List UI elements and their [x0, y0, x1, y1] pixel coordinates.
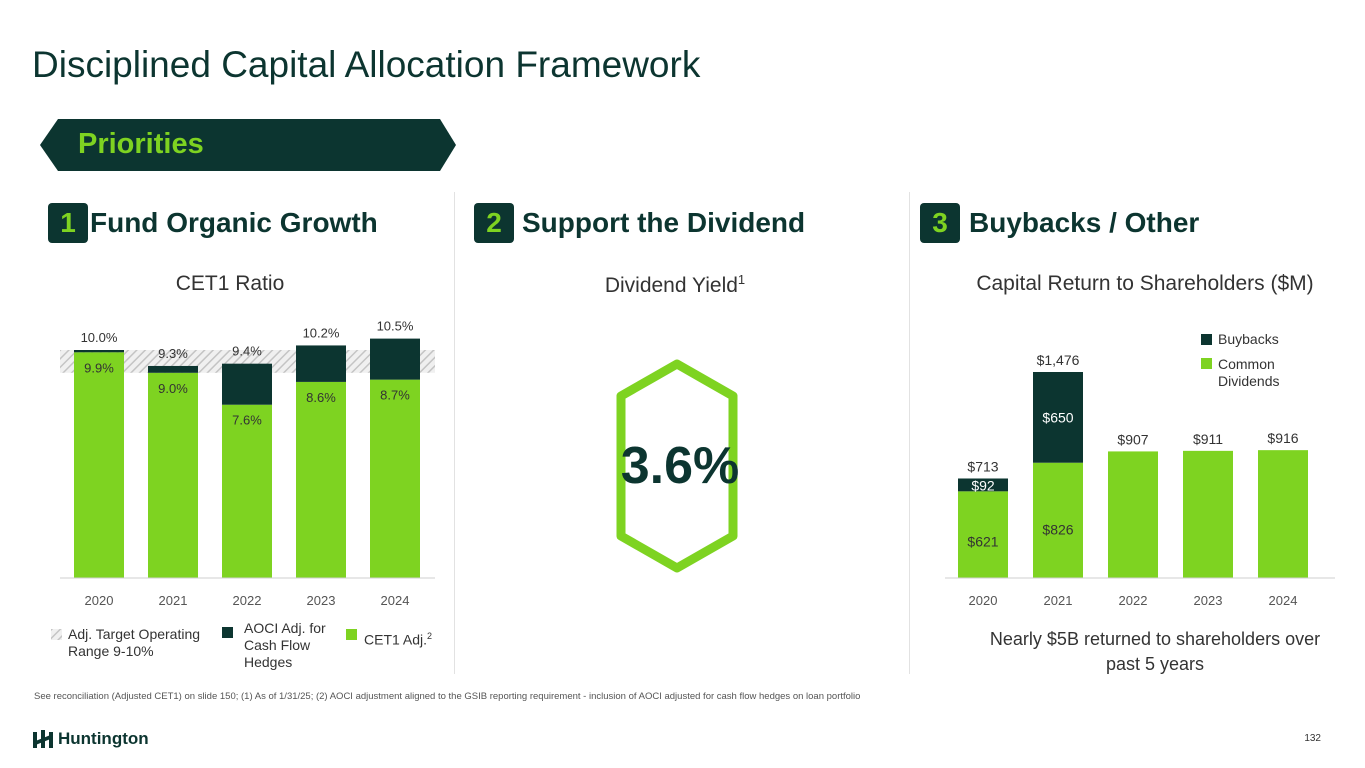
data-label-total-2023: $911 — [1193, 431, 1223, 447]
section-title-support-dividend: Support the Dividend — [522, 207, 806, 238]
data-label-cet1-2020: 9.9% — [84, 360, 114, 375]
legend-label-dividends: Common Dividends — [1218, 356, 1280, 389]
page-number: 132 — [1304, 733, 1321, 744]
x-tick-label-2020: 2020 — [85, 593, 114, 608]
x-tick-label-2024: 2024 — [1269, 593, 1298, 608]
data-label-buybacks-2021: $650 — [1042, 409, 1073, 425]
x-tick-label-2023: 2023 — [1194, 593, 1223, 608]
capital-return-chart: $621 $92 $713 2020 $826 $650 $1,476 2021 $907 202… — [945, 352, 1335, 608]
bar-dividends-2024 — [1258, 450, 1308, 578]
data-label-total-2024: 10.5% — [377, 319, 414, 334]
footnote: See reconciliation (Adjusted CET1) on sl… — [34, 691, 861, 702]
bar-cet1-2024 — [370, 379, 420, 578]
x-tick-label-2020: 2020 — [969, 593, 998, 608]
section-title-buybacks-other: Buybacks / Other — [969, 207, 1200, 238]
bar-dividends-2020 — [958, 491, 1008, 578]
legend-label-buybacks: Buybacks — [1218, 331, 1279, 347]
legend-swatch-cet1 — [346, 629, 357, 640]
bar-aoci-2020 — [74, 350, 124, 353]
bar-dividends-2023 — [1183, 450, 1233, 578]
bar-aoci-2021 — [148, 365, 198, 373]
bar-aoci-2024 — [370, 338, 420, 380]
section-number-2: 2 — [474, 203, 514, 243]
data-label-total-2024: $916 — [1267, 430, 1298, 446]
huntington-logo: Huntington — [33, 728, 149, 750]
legend-swatch-target-range — [51, 627, 62, 640]
bar-dividends-2021 — [1033, 462, 1083, 578]
x-tick-label-2023: 2023 — [307, 593, 336, 608]
bar-aoci-2023 — [296, 345, 346, 382]
bar-dividends-2022 — [1108, 451, 1158, 578]
cet1-ratio-chart: 9.9% 10.0% 2020 9.0% 9.3% 2021 7.6% 9.4% 2022 8.6… — [60, 319, 435, 608]
legend-label-cet1: CET1 Adj.2 — [364, 631, 433, 648]
priorities-banner — [40, 119, 456, 171]
capital-return-chart-title: Capital Return to Shareholders ($M) — [976, 272, 1314, 295]
data-label-total-2020: $713 — [967, 458, 998, 474]
data-label-buybacks-2020: $92 — [971, 477, 995, 493]
section-title-fund-organic-growth: Fund Organic Growth — [90, 207, 378, 238]
bar-aoci-2022 — [222, 363, 272, 405]
x-tick-label-2022: 2022 — [1119, 593, 1148, 608]
legend-label-aoci: AOCI Adj. for Cash Flow Hedges — [244, 620, 326, 670]
x-tick-label-2021: 2021 — [159, 593, 188, 608]
section-divider — [909, 192, 910, 674]
bar-cet1-2021 — [148, 372, 198, 578]
data-label-total-2021: 9.3% — [158, 346, 188, 361]
section-number-1: 1 — [48, 203, 88, 243]
x-tick-label-2024: 2024 — [381, 593, 410, 608]
data-label-cet1-2022: 7.6% — [232, 413, 262, 428]
huntington-logo-text: Huntington — [58, 729, 149, 748]
capital-return-caption: Nearly $5B returned to shareholders over… — [989, 629, 1321, 674]
cet1-chart-title: CET1 Ratio — [175, 272, 285, 295]
page-title: Disciplined Capital Allocation Framework — [32, 44, 701, 85]
data-label-dividends-2020: $621 — [967, 534, 998, 550]
data-label-cet1-2024: 8.7% — [380, 388, 410, 403]
data-label-total-2021: $1,476 — [1037, 352, 1080, 368]
huntington-logo-icon — [33, 730, 53, 748]
data-label-cet1-2021: 9.0% — [158, 381, 188, 396]
bar-cet1-2022 — [222, 404, 272, 578]
bar-buybacks-2021 — [1033, 372, 1083, 463]
data-label-total-2022: 9.4% — [232, 344, 262, 359]
data-label-total-2020: 10.0% — [81, 330, 118, 345]
dividend-yield-hexagon — [616, 359, 738, 573]
data-label-total-2023: 10.2% — [303, 325, 340, 340]
x-tick-label-2022: 2022 — [233, 593, 262, 608]
legend-swatch-aoci — [222, 627, 233, 638]
x-tick-label-2021: 2021 — [1044, 593, 1073, 608]
section-number-3: 3 — [920, 203, 960, 243]
legend-swatch-dividends — [1201, 358, 1212, 369]
data-label-dividends-2021: $826 — [1042, 522, 1073, 538]
dividend-yield-value: 3.6% — [620, 437, 740, 495]
section-divider — [454, 192, 455, 674]
legend-swatch-buybacks — [1201, 334, 1212, 345]
data-label-total-2022: $907 — [1117, 431, 1148, 447]
bar-buybacks-2020 — [958, 478, 1008, 492]
data-label-cet1-2023: 8.6% — [306, 390, 336, 405]
legend-label-target-range: Adj. Target Operating Range 9-10% — [68, 626, 201, 659]
priorities-banner-label: Priorities — [78, 128, 204, 160]
bar-cet1-2023 — [296, 381, 346, 578]
bar-cet1-2020 — [74, 352, 124, 578]
dividend-yield-title: Dividend Yield1 — [604, 272, 746, 297]
